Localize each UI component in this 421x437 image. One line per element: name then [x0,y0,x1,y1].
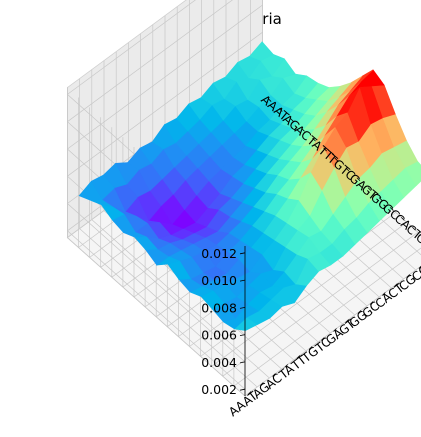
floor-grid-line [233,247,421,387]
z-tick-mark [239,279,246,282]
x-tick-mark [296,355,301,359]
x-tick-mark [418,265,421,269]
z-tick-label: 0.010 [201,273,237,288]
x-tick-mark [382,292,386,296]
y-tick-mark [290,118,294,122]
floor-grid-line [211,222,408,367]
x-tick-mark [406,274,410,278]
y-tick-mark [267,98,272,102]
z-axis-ticks: 0.002 0.004 0.006 0.008 0.010 0.012 [201,246,246,397]
x-tick-mark [394,283,398,287]
x-tick-mark [272,373,276,377]
y-tick-mark [312,137,316,142]
y-tick-mark [334,157,339,162]
y-tick-mark [345,167,350,172]
y-tick-mark [389,207,394,211]
x-tick-mark [284,364,288,368]
z-tick-mark [239,252,246,255]
z-tick-label: 0.004 [201,355,237,370]
y-tick-mark [412,226,416,231]
y-tick-label: CG [413,230,421,252]
x-tick-mark [357,310,362,314]
z-tick-mark [239,306,246,309]
z-tick-label: 0.008 [201,300,237,315]
floor-grid-line [222,231,419,377]
surface-cell [249,41,274,61]
x-tick-mark [308,346,313,350]
x-tick-mark [321,337,325,341]
z-tick-mark [239,388,246,391]
x-tick-label: CC [409,263,421,284]
x-tick-mark [345,319,349,323]
x-tick-mark [260,382,264,386]
z-tick-label: 0.012 [201,246,237,261]
z-tick-label: 0.006 [201,328,237,343]
x-tick-mark [369,301,374,305]
x-tick-mark [333,328,337,332]
surface-mesh [78,41,421,331]
y-tick-mark [378,197,383,201]
z-tick-mark [239,334,246,337]
y-tick-mark [301,127,305,132]
y-tick-mark [323,147,327,152]
y-tick-mark [356,177,361,182]
z-tick-label: 0.002 [201,382,237,397]
y-tick-mark [278,108,283,112]
x-tick-mark [247,391,252,395]
y-tick-mark [367,187,372,191]
y-tick-mark [401,217,405,221]
z-tick-mark [239,361,246,364]
